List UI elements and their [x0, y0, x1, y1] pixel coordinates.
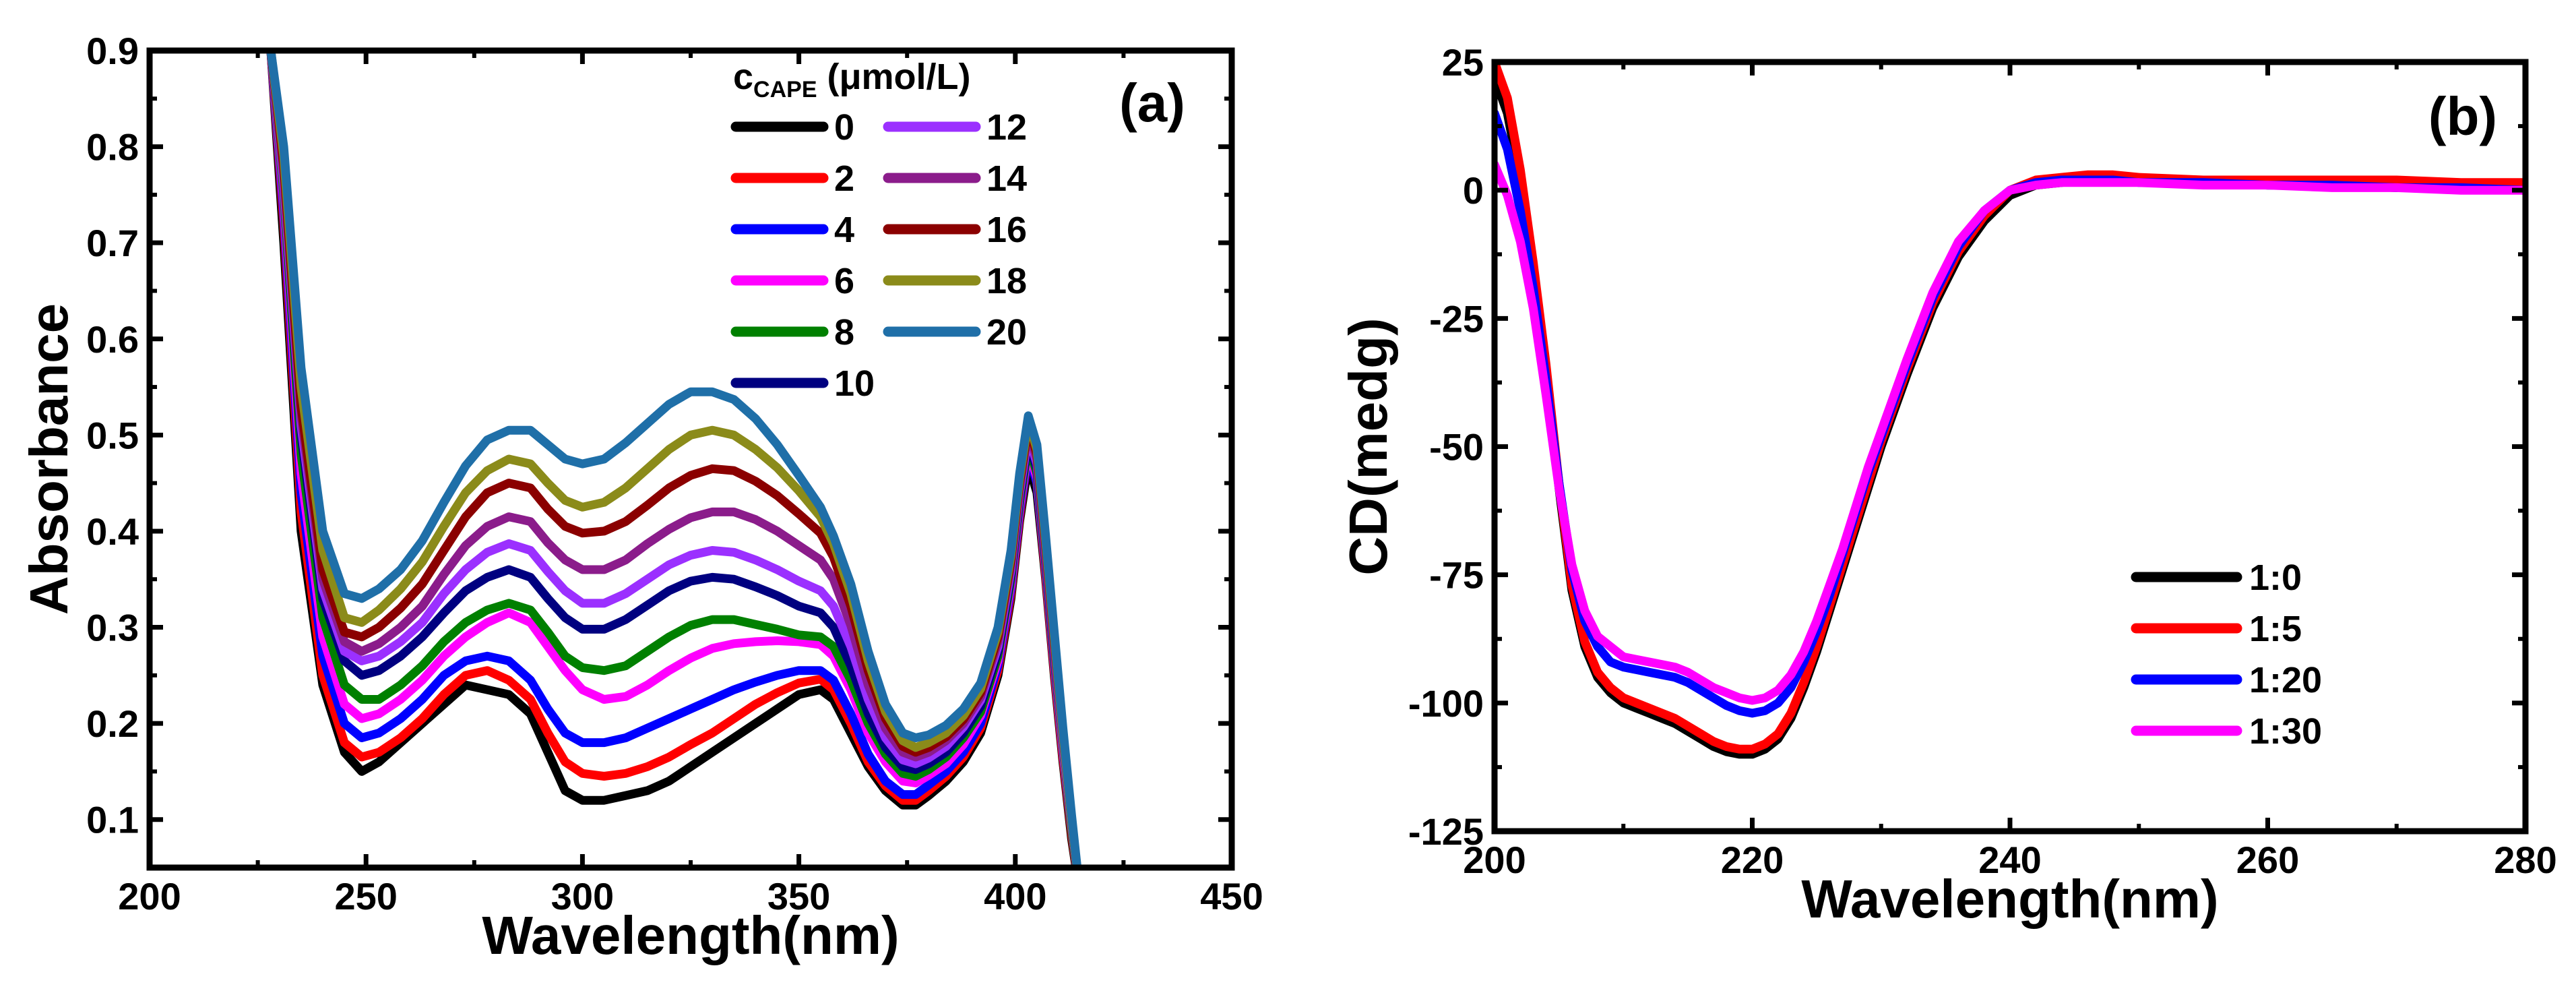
- panel-b-series-line-1-30: [1495, 160, 2525, 705]
- panel-a-y-tick-label: 0.7: [86, 222, 139, 264]
- panel-a-series-line-20: [266, 51, 1082, 868]
- panel-a-x-tick-label: 350: [767, 875, 830, 917]
- panel-b-legend-label-1-0: 1:0: [2249, 557, 2302, 598]
- panel-a-legend-title: cCAPE (μmol/L): [733, 57, 971, 102]
- panel-a-y-axis-title: Absorbance: [19, 303, 79, 615]
- panel-a-series-group: [266, 51, 1082, 868]
- panel-b-series-line-1-20: [1495, 109, 2525, 718]
- panel-a-y-tick-label: 0.2: [86, 702, 139, 745]
- panel-a-legend-label-18: 18: [986, 261, 1027, 301]
- panel-b-x-tick-label: 240: [1978, 839, 2041, 881]
- panel-a-y-tick-label: 0.5: [86, 414, 139, 456]
- panel-a-chart: 200 250 300 350 400 4500.10.20.30.40.50.60.70…: [19, 30, 1263, 965]
- panel-b-x-tick-label: 200: [1463, 839, 1526, 881]
- panel-b-x-tick-label: 220: [1721, 839, 1784, 881]
- panel-b-series-line-1-5: [1495, 62, 2525, 754]
- panel-a-y-tick-label: 0.3: [86, 607, 139, 649]
- panel-a-legend: cCAPE (μmol/L) 0 2 4 6 8 10 12 14 16 18 20: [730, 57, 1027, 404]
- panel-a-y-tick-label: 0.1: [86, 799, 139, 841]
- panel-a-x-tick-label: 200: [118, 875, 181, 917]
- panel-b-series-group: [1495, 62, 2525, 759]
- panel-b-x-tick-label: 280: [2494, 839, 2556, 881]
- panel-b-y-axis-title: CD(medg): [1338, 318, 1398, 575]
- panel-b-panel-letter: (b): [2428, 86, 2497, 146]
- panel-b-y-tick-label: -75: [1429, 554, 1484, 597]
- panel-a-x-tick-label: 250: [334, 875, 397, 917]
- panel-b-legend: 1:0 1:5 1:20 1:30: [2131, 557, 2322, 752]
- panel-a-legend-label-14: 14: [986, 158, 1027, 199]
- panel-a-legend-label-10: 10: [834, 363, 875, 404]
- panel-b-y-tick-label: 0: [1463, 169, 1484, 212]
- panel-a-x-tick-label: 450: [1200, 875, 1263, 917]
- panel-b-y-tick-label: -25: [1429, 297, 1484, 340]
- panel-a-y-tick-label: 0.4: [86, 510, 139, 553]
- panel-b-chart: 200 220 240 260 280 -125 -100 -75 -50 -25 0 25 Wavel…: [1338, 41, 2557, 929]
- panel-a-legend-label-0: 0: [834, 107, 854, 148]
- panel-a-panel-letter: (a): [1119, 73, 1185, 133]
- panel-a-y-tick-label: 0.9: [86, 30, 139, 72]
- panel-a-legend-label-6: 6: [834, 261, 854, 301]
- panel-a-x-axis-title: Wavelength(nm): [482, 905, 899, 965]
- panel-a-x-tick-label: 300: [551, 875, 614, 917]
- panel-a-x-tick-label: 400: [984, 875, 1046, 917]
- panel-b-y-tick-label: 25: [1442, 41, 1484, 84]
- panel-b-x-axis-title: Wavelength(nm): [1801, 869, 2218, 929]
- panel-a-legend-label-2: 2: [834, 158, 854, 199]
- panel-b-y-tick-label: -50: [1429, 426, 1484, 469]
- panel-a-legend-label-16: 16: [986, 210, 1027, 250]
- panel-b-y-tick-label: -100: [1408, 682, 1484, 725]
- panel-b-legend-label-1-5: 1:5: [2249, 609, 2302, 649]
- panel-b-legend-label-1-30: 1:30: [2249, 711, 2322, 752]
- panel-a-y-tick-label: 0.8: [86, 126, 139, 169]
- panel-b-y-tick-label: -125: [1408, 810, 1484, 853]
- panel-a-y-tick-label: 0.6: [86, 318, 139, 361]
- panel-a-legend-label-4: 4: [834, 210, 854, 250]
- panel-b-x-tick-label: 260: [2236, 839, 2299, 881]
- panel-b-legend-label-1-20: 1:20: [2249, 660, 2322, 700]
- panel-a-legend-label-8: 8: [834, 312, 854, 353]
- panel-a-legend-label-20: 20: [986, 312, 1027, 353]
- panel-a-legend-label-12: 12: [986, 107, 1027, 148]
